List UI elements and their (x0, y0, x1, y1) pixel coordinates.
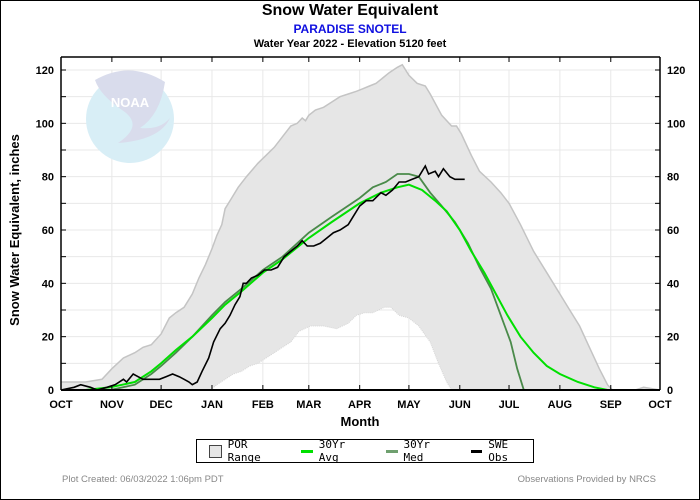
noaa-logo: NOAA (86, 70, 174, 163)
data-source-note: Observations Provided by NRCS (517, 474, 656, 485)
y-tick-label-right: 120 (667, 65, 685, 77)
y-tick-label-left: 20 (42, 332, 54, 344)
med-swatch (385, 449, 398, 453)
obs-swatch (470, 449, 483, 453)
noaa-logo-bird (95, 70, 170, 143)
y-tick-label-right: 100 (667, 118, 685, 130)
x-tick-label: OCT (49, 399, 73, 411)
noaa-logo-text: NOAA (111, 95, 150, 110)
plot-created-note: Plot Created: 06/03/2022 1:06pm PDT (62, 474, 224, 485)
chart-title: Snow Water Equivalent (261, 2, 439, 19)
axes-layer: 0 0 20 20 40 40 60 60 80 80 100 100 120 120 OCT NOV DEC J… (36, 56, 685, 411)
por-swatch (209, 444, 222, 458)
por-range-band (61, 64, 660, 390)
x-tick-label: APR (348, 399, 371, 411)
x-tick-label: JUN (449, 399, 471, 411)
legend-item-avg: 30Yr Avg (301, 438, 370, 464)
y-tick-label-right: 0 (667, 385, 673, 397)
y-tick-label-left: 100 (36, 118, 54, 130)
y-tick-label-left: 120 (36, 65, 54, 77)
30yr-average-line (61, 183, 660, 391)
x-axis-label: Month (341, 414, 380, 429)
y-tick-label-right: 20 (667, 332, 679, 344)
legend-label: SWE Obs (488, 438, 509, 464)
legend-item-por: POR Range (209, 438, 285, 464)
y-tick-label-left: 40 (42, 278, 54, 290)
x-tick-label: MAR (296, 399, 321, 411)
y-tick-label-left: 80 (42, 172, 54, 184)
chart-subtitle: Water Year 2022 - Elevation 5120 feet (253, 38, 447, 50)
30yr-median-line (61, 173, 660, 391)
y-tick-label-left: 0 (48, 385, 54, 397)
legend-item-obs: SWE Obs (470, 438, 533, 464)
y-tick-label-right: 40 (667, 278, 679, 290)
por-max-edge (61, 63, 661, 391)
x-tick-label: JUL (499, 399, 520, 411)
x-tick-label: JAN (201, 399, 223, 411)
legend-label: 30Yr Med (403, 438, 431, 464)
swe-observed-line (60, 164, 465, 391)
x-tick-label: SEP (600, 399, 622, 411)
station-name: PARADISE SNOTEL (293, 22, 407, 36)
x-tick-label: DEC (149, 399, 172, 411)
x-tick-label: AUG (548, 399, 572, 411)
x-tick-label: FEB (252, 399, 274, 411)
y-axis-label: Snow Water Equivalent, inches (7, 134, 22, 326)
legend: POR Range 30Yr Avg 30Yr Med SWE Obs (196, 438, 534, 464)
por-min-edge (61, 306, 660, 391)
legend-item-med: 30Yr Med (385, 438, 455, 464)
series-layer (60, 63, 661, 391)
x-tick-label: MAY (397, 399, 421, 411)
y-tick-label-left: 60 (42, 225, 54, 237)
y-tick-label-right: 60 (667, 225, 679, 237)
legend-label: 30Yr Avg (318, 438, 346, 464)
legend-label: POR Range (227, 438, 261, 464)
x-tick-label: NOV (100, 399, 125, 411)
avg-swatch (301, 449, 313, 453)
y-tick-label-right: 80 (667, 172, 679, 184)
x-tick-label: OCT (648, 399, 672, 411)
